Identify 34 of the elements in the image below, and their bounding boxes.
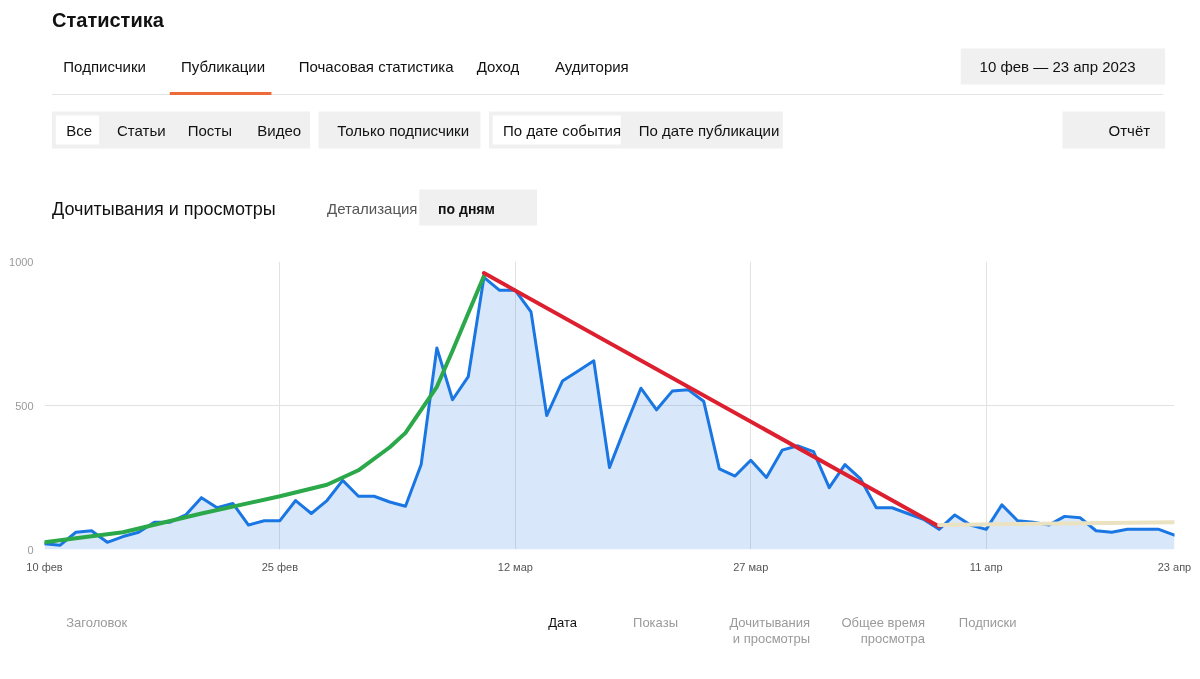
text: Все [66, 122, 93, 139]
text: Дочитывания и просмотры [729, 615, 811, 646]
text: Аудитория [554, 58, 629, 75]
y-tick-label: 500 [15, 399, 34, 412]
y-tick-label: 1000 [9, 255, 34, 268]
x-tick-label: 10 фев [26, 560, 63, 573]
text: Статьи [117, 122, 166, 139]
text: Детализация [327, 200, 418, 217]
text: Доход [476, 58, 520, 75]
text: Подписки [958, 615, 1017, 630]
text: По дате события [503, 122, 622, 139]
x-tick-label: 23 апр [1157, 560, 1192, 573]
x-tick-label: 27 мар [733, 560, 769, 573]
text: Подписчики [63, 58, 146, 75]
text: Отчёт [1108, 122, 1151, 139]
x-tick-label: 12 мар [497, 560, 533, 573]
x-tick-label: 25 фев [261, 560, 299, 573]
text: Дата [548, 615, 578, 630]
text: Публикации [181, 58, 266, 75]
text: По дате публикации [638, 122, 780, 139]
text: по дням [438, 200, 495, 217]
text: Видео [257, 122, 302, 139]
text: Статистика [52, 8, 165, 31]
text: Общее время просмотра [841, 615, 926, 646]
text: Посты [187, 122, 232, 139]
text: Показы [633, 615, 678, 630]
text: Почасовая статистика [298, 58, 455, 75]
y-tick-label: 0 [27, 543, 34, 556]
text: Заголовок [66, 615, 128, 630]
chart-title: Дочитывания и просмотры [52, 198, 276, 219]
text: 10 фев — 23 апр 2023 [979, 58, 1136, 75]
x-tick-label: 11 апр [969, 560, 1003, 573]
line-series [44, 273, 486, 545]
text: Только подписчики [337, 122, 470, 139]
